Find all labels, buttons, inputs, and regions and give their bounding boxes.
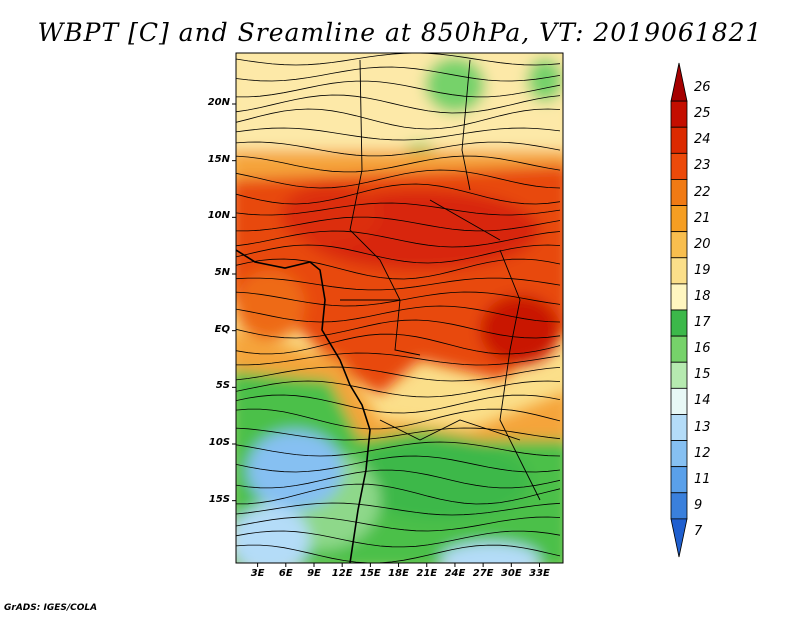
legend-swatch	[670, 126, 688, 154]
streamline	[236, 319, 561, 339]
streamlines	[236, 53, 561, 563]
lon-tick-label: 24E	[444, 568, 466, 579]
streamline	[236, 502, 561, 516]
streamline	[236, 141, 561, 157]
country-borders	[340, 59, 541, 501]
streamline	[236, 483, 561, 505]
lon-tick-label: 6E	[278, 568, 293, 579]
lon-tick-label: 30E	[500, 568, 522, 579]
streamline	[236, 469, 561, 489]
lat-tick-label: 20N	[207, 97, 230, 108]
streamline	[236, 94, 561, 114]
lat-tick-label: 5S	[215, 380, 230, 392]
legend-level-label: 21	[694, 210, 711, 226]
legend-swatch	[670, 152, 688, 180]
lon-tick-label: 21E	[416, 568, 438, 579]
streamline	[236, 366, 561, 382]
legend-level-label: 12	[694, 445, 711, 461]
lon-tick-label: 27E	[472, 568, 494, 579]
streamline	[236, 333, 561, 355]
legend-swatch	[670, 466, 688, 494]
legend-level-label: 14	[694, 393, 711, 409]
streamline	[236, 230, 561, 248]
streamline	[236, 155, 561, 173]
lat-tick-label: EQ	[214, 323, 230, 335]
legend-swatch	[670, 205, 688, 233]
lon-tick-label: 9E	[307, 568, 321, 579]
credit-label: GrADS: IGES/COLA	[4, 603, 98, 613]
legend-swatch	[670, 440, 688, 468]
legend-swatch	[670, 257, 688, 285]
streamline	[236, 183, 561, 205]
legend-swatch	[670, 179, 688, 206]
legend-level-label: 24	[694, 132, 711, 148]
streamline	[236, 544, 561, 563]
lon-tick-label: 18E	[388, 568, 409, 579]
streamline	[236, 394, 561, 414]
lon-tick-label: 15E	[359, 568, 381, 579]
legend-level-label: 23	[694, 158, 711, 174]
streamline	[236, 80, 561, 98]
streamline	[236, 305, 561, 323]
legend-swatch	[670, 387, 688, 415]
legend-level-label: 17	[694, 315, 711, 331]
legend-swatch	[670, 100, 688, 128]
legend-swatch	[670, 283, 688, 311]
legend-level-label: 7	[694, 523, 703, 539]
legend-swatch	[670, 309, 688, 337]
lat-tick-label: 10N	[207, 210, 230, 222]
lat-tick-label: 10S	[208, 437, 230, 448]
legend-swatch	[670, 62, 688, 102]
streamline	[236, 352, 561, 366]
legend-level-label: 22	[694, 184, 711, 200]
streamline	[236, 169, 561, 189]
streamline	[236, 380, 561, 398]
wbpt-field	[236, 53, 563, 563]
streamline	[236, 216, 561, 232]
lon-tick-label: 33E	[529, 568, 550, 579]
legend-level-label: 16	[694, 341, 711, 357]
legend-swatch	[670, 492, 688, 520]
legend-level-label: 20	[694, 236, 711, 252]
streamline	[236, 277, 561, 291]
streamline	[236, 530, 561, 548]
lat-tick-label: 15S	[208, 493, 230, 505]
legend-level-label: 26	[694, 80, 711, 96]
legend-swatch	[670, 518, 688, 558]
streamline	[236, 441, 561, 457]
streamline	[236, 244, 561, 264]
streamline	[236, 455, 561, 473]
legend-swatch	[670, 231, 688, 259]
streamline	[236, 516, 561, 532]
streamline	[236, 53, 561, 66]
lon-tick-label: 3E	[250, 568, 265, 579]
lon-tick-label: 12E	[331, 568, 353, 579]
legend-level-label: 25	[694, 106, 711, 122]
chart-title: WBPT [C] and Sreamline at 850hPa, VT: 20…	[37, 18, 763, 47]
streamline	[236, 408, 561, 430]
legend-swatch	[670, 335, 688, 363]
legend-level-label: 19	[694, 262, 711, 278]
color-legend	[670, 62, 688, 558]
legend-level-label: 15	[694, 367, 711, 383]
legend-swatch	[670, 361, 688, 389]
legend-level-label: 9	[694, 497, 703, 513]
coastline	[236, 249, 371, 563]
streamline	[236, 127, 561, 141]
legend-level-label: 13	[694, 419, 711, 435]
streamline	[236, 202, 561, 216]
streamline	[236, 291, 561, 307]
legend-level-label: 11	[694, 471, 711, 487]
streamline	[236, 108, 561, 130]
legend-level-label: 18	[694, 288, 711, 304]
streamline	[236, 427, 561, 441]
lat-tick-label: 15N	[207, 153, 230, 165]
lat-tick-label: 5N	[214, 267, 230, 278]
streamline	[236, 66, 561, 82]
legend-swatch	[670, 414, 688, 441]
